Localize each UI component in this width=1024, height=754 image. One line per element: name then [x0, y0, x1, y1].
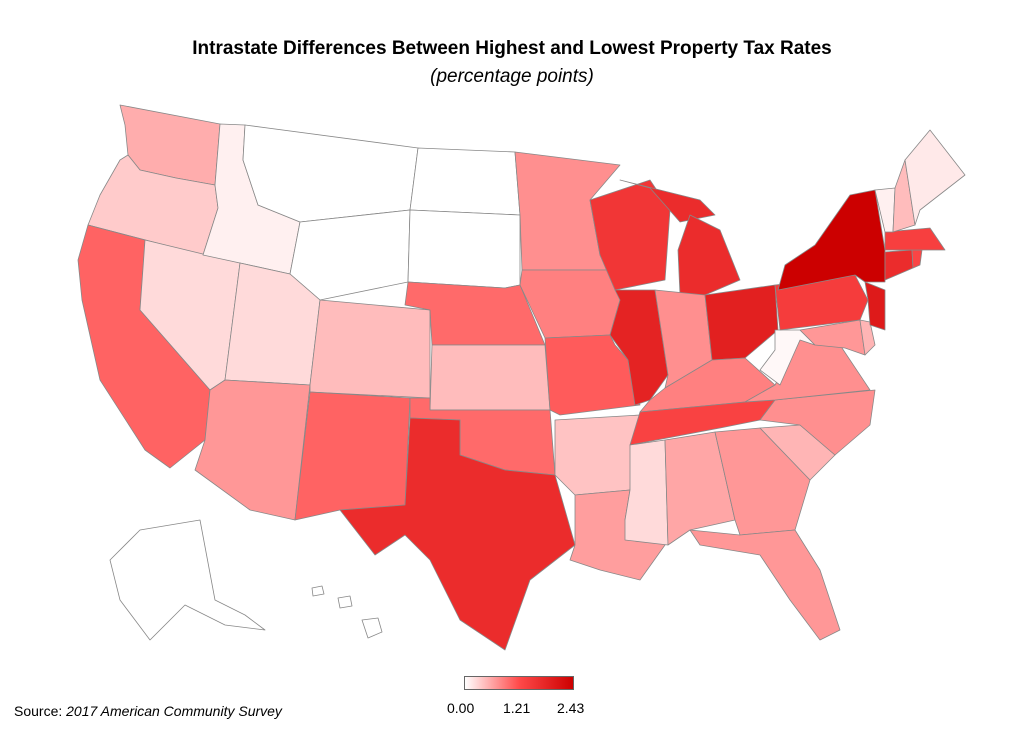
state-CT — [884, 249, 914, 281]
state-MD — [799, 319, 866, 356]
state-KS — [429, 344, 551, 411]
state-MA — [884, 227, 946, 251]
state-NM — [294, 391, 411, 521]
state-RI — [911, 249, 923, 269]
state-HI-2 — [337, 595, 353, 609]
state-NY — [777, 189, 886, 291]
legend-color-scale — [464, 676, 574, 690]
state-HI-3 — [311, 585, 325, 597]
state-HI — [361, 617, 383, 639]
state-AR — [554, 414, 641, 496]
state-AK — [109, 519, 266, 641]
source-value: 2017 American Community Survey — [66, 703, 282, 719]
legend-tick-max: 2.43 — [557, 700, 585, 716]
state-TX — [339, 417, 576, 651]
state-NJ — [864, 281, 886, 331]
state-DE — [859, 319, 876, 356]
state-MS — [624, 439, 669, 546]
state-ME — [904, 129, 966, 226]
map-title: Intrastate Differences Between Highest a… — [192, 38, 832, 59]
state-FL — [689, 529, 841, 641]
state-MT — [242, 124, 419, 223]
source-label: Source: — [14, 703, 63, 719]
legend-tick-mid: 1.21 — [503, 700, 531, 716]
map-subtitle: (percentage points) — [430, 66, 594, 87]
source-note: Source: 2017 American Community Survey — [14, 703, 282, 719]
state-OH — [704, 284, 779, 361]
state-AZ — [194, 379, 311, 521]
state-ND — [409, 147, 521, 216]
state-WI — [589, 179, 671, 291]
state-AL — [664, 431, 736, 546]
state-MI-lower — [677, 214, 741, 296]
state-SD — [407, 209, 521, 289]
state-CO — [309, 299, 431, 399]
legend-tick-min: 0.00 — [447, 700, 475, 716]
state-WY — [289, 209, 411, 301]
